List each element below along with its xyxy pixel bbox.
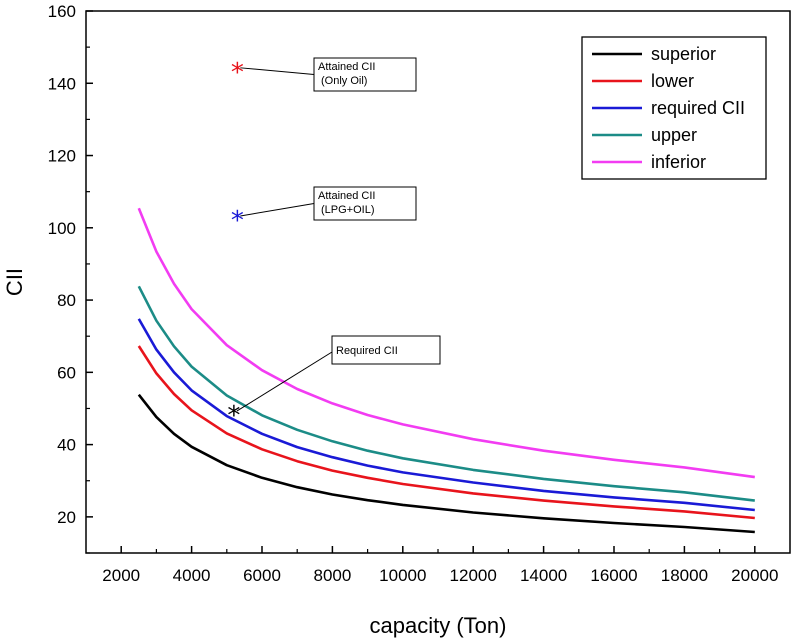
annotation-leader [240,67,315,75]
x-tick-label: 20000 [731,566,778,585]
series-line-superior [137,393,755,534]
legend-label: lower [651,71,694,91]
y-tick-label: 140 [48,74,76,93]
attained-marker-star: * [231,206,244,236]
y-tick-label: 120 [48,147,76,166]
x-tick-label: 2000 [102,566,140,585]
series-line-required-cii [137,318,755,512]
annotation-label: Attained CII [318,61,375,73]
series-line-lower [137,345,755,520]
annotation-label: Attained CII [318,190,375,202]
x-tick-label: 10000 [379,566,426,585]
x-tick-label: 12000 [450,566,497,585]
legend: superior lower required CII upper inferior [581,36,767,180]
series-lines [137,207,755,534]
x-tick-label: 14000 [520,566,567,585]
x-axis-title: capacity (Ton) [370,613,507,638]
x-tick-label: 6000 [243,566,281,585]
annotation-box [313,57,417,92]
series-line-upper [137,285,755,502]
annotation-label: Required CII [336,345,398,357]
y-tick-label: 160 [48,2,76,21]
y-tick-label: 60 [57,363,76,382]
axis-ticks: 2000 4000 6000 8000 10000 12000 14000 16000 1800… [48,2,779,585]
annotation-label: (Only Oil) [321,75,367,87]
y-tick-label: 80 [57,291,76,310]
annotation-leader [236,351,333,412]
x-tick-label: 16000 [590,566,637,585]
annotation-leader [240,203,315,217]
annotation-box [313,186,417,221]
legend-label: superior [651,44,716,64]
y-axis-title: CII [2,268,27,296]
legend-label: required CII [651,98,745,118]
series-line-inferior [137,207,755,479]
x-tick-label: 18000 [661,566,708,585]
attained-marker-star: * [227,401,240,431]
annotation-box [331,335,441,365]
y-tick-label: 40 [57,436,76,455]
attained-marker-star: * [231,58,244,88]
y-tick-label: 100 [48,219,76,238]
x-tick-label: 8000 [313,566,351,585]
legend-label: upper [651,125,697,145]
x-tick-label: 4000 [173,566,211,585]
y-tick-label: 20 [57,508,76,527]
legend-label: inferior [651,152,706,172]
annotations: Attained CII (Only Oil) * Attained CII (LPG+… [227,57,441,431]
annotation-label: (LPG+OIL) [321,204,375,216]
